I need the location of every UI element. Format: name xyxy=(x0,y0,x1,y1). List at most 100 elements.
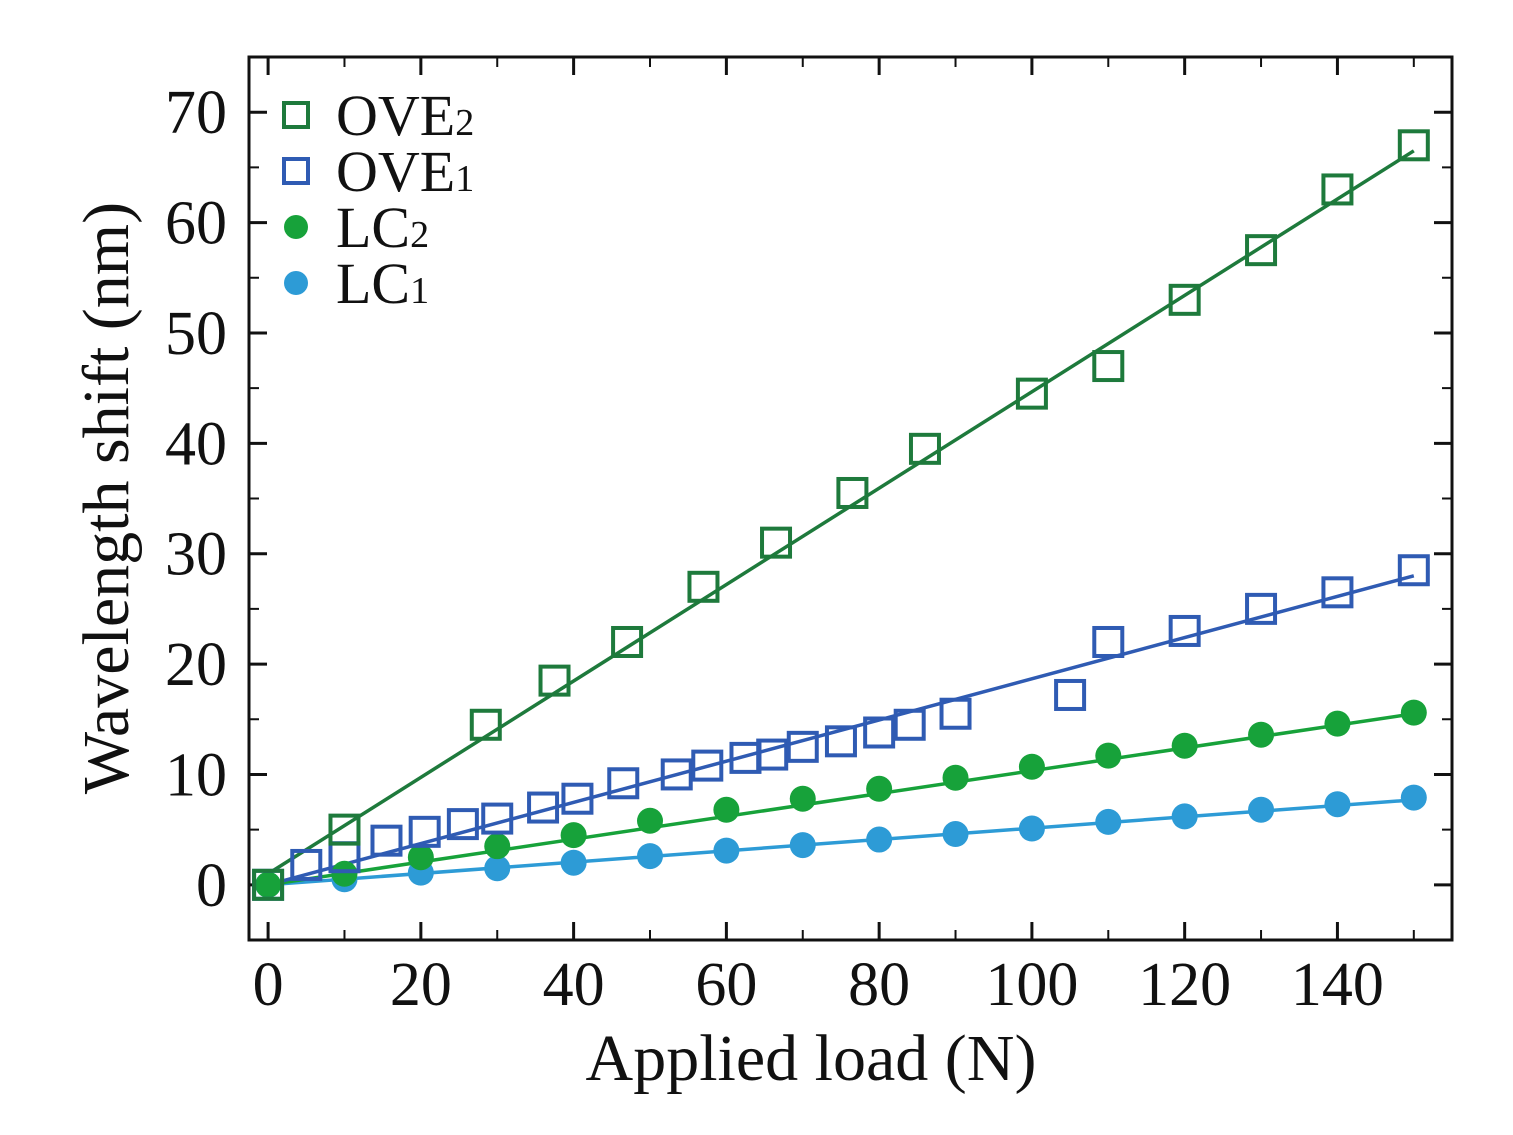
x-tick-label: 120 xyxy=(1138,951,1231,1019)
data-point-ove1 xyxy=(370,824,403,857)
data-point-lc1 xyxy=(866,826,893,853)
data-point-ove2 xyxy=(1168,283,1201,316)
y-tick-label: 20 xyxy=(165,631,227,699)
data-point-ove1 xyxy=(1092,625,1125,658)
data-point-ove2 xyxy=(687,570,720,603)
legend-marker-ove2 xyxy=(282,101,310,129)
data-point-ove1 xyxy=(691,749,724,782)
data-point-ove2 xyxy=(1092,350,1125,383)
data-point-lc1 xyxy=(789,832,816,859)
data-point-lc2 xyxy=(1095,742,1122,769)
legend-subscript-lc2: 2 xyxy=(410,214,429,256)
data-point-ove2 xyxy=(1245,234,1278,267)
data-point-lc1 xyxy=(1400,784,1427,811)
data-point-ove2 xyxy=(1321,173,1354,206)
x-axis-title: Applied load (N) xyxy=(586,1022,1037,1095)
data-point-ove1 xyxy=(1054,678,1087,711)
data-point-ove2 xyxy=(252,868,285,901)
data-point-lc1 xyxy=(713,837,740,864)
fit-line-lc1 xyxy=(267,798,1414,887)
legend-label-ove1: OVE1 xyxy=(336,139,474,204)
legend-marker-lc1 xyxy=(284,271,308,295)
data-point-lc2 xyxy=(866,775,893,802)
data-point-ove1 xyxy=(408,815,441,848)
data-points xyxy=(252,129,1430,901)
data-point-ove1 xyxy=(607,767,640,800)
plot-area xyxy=(247,55,1454,942)
data-point-lc2 xyxy=(637,807,663,834)
data-point-lc1 xyxy=(1095,808,1122,835)
data-point-ove2 xyxy=(1397,129,1430,162)
y-axis-title: Wavelength shift (nm) xyxy=(70,202,143,794)
data-point-ove2 xyxy=(469,708,502,741)
y-tick-label: 0 xyxy=(196,852,227,920)
data-point-ove1 xyxy=(1245,592,1278,625)
data-point-lc2 xyxy=(1324,710,1351,737)
data-point-ove1 xyxy=(527,791,560,824)
data-point-ove1 xyxy=(939,697,972,730)
data-point-ove1 xyxy=(1168,614,1201,647)
data-point-lc2 xyxy=(484,833,511,860)
y-tick-label: 30 xyxy=(165,521,227,589)
data-point-lc1 xyxy=(1324,791,1351,818)
data-point-ove1 xyxy=(863,716,896,749)
x-tick-label: 60 xyxy=(695,951,757,1019)
data-point-lc2 xyxy=(1018,753,1045,780)
data-point-lc1 xyxy=(942,821,969,848)
data-point-ove1 xyxy=(481,802,514,835)
data-point-lc2 xyxy=(407,844,434,871)
data-point-lc2 xyxy=(713,796,740,823)
data-point-lc1 xyxy=(484,855,511,882)
legend-subscript-ove2: 2 xyxy=(455,102,474,144)
fit-line-ove2 xyxy=(267,149,1415,876)
data-point-ove2 xyxy=(836,476,869,509)
data-point-ove1 xyxy=(290,848,323,881)
x-tick-label: 80 xyxy=(848,951,910,1019)
data-point-lc2 xyxy=(1171,732,1198,759)
y-tick-label: 10 xyxy=(165,741,227,809)
data-point-lc1 xyxy=(1018,815,1045,842)
fit-lines xyxy=(267,149,1415,887)
x-tick-label: 40 xyxy=(543,951,605,1019)
data-point-lc2 xyxy=(255,871,282,898)
legend-marker-ove1 xyxy=(282,157,310,185)
x-tick-label: 140 xyxy=(1291,951,1384,1019)
data-point-lc2 xyxy=(942,764,969,791)
data-point-ove2 xyxy=(328,813,361,846)
data-point-ove2 xyxy=(611,625,644,658)
data-point-ove2 xyxy=(760,526,793,559)
data-point-ove1 xyxy=(1321,576,1354,609)
y-tick-label: 50 xyxy=(165,300,227,368)
data-point-ove1 xyxy=(660,758,693,791)
data-point-ove1 xyxy=(893,708,926,741)
data-point-lc2 xyxy=(560,822,587,849)
data-point-ove1 xyxy=(1397,554,1430,587)
legend-marker-lc2 xyxy=(284,215,308,239)
data-point-lc2 xyxy=(331,860,358,887)
fit-line-ove1 xyxy=(267,574,1415,887)
y-tick-label: 60 xyxy=(165,190,227,258)
data-point-lc2 xyxy=(1400,699,1427,726)
data-point-ove1 xyxy=(756,738,789,771)
data-point-lc1 xyxy=(1248,796,1275,823)
data-point-lc1 xyxy=(637,843,663,870)
data-point-ove2 xyxy=(1015,377,1048,410)
data-point-ove2 xyxy=(908,432,941,465)
data-point-ove1 xyxy=(446,808,479,841)
x-tick-label: 100 xyxy=(985,951,1078,1019)
y-tick-label: 70 xyxy=(165,79,227,147)
legend-subscript-lc1: 1 xyxy=(410,270,429,312)
axis-ticks: 0 20 40 60 80 100 120 140 0 10 20 30 40 50 60 70 xyxy=(165,56,1452,1019)
y-tick-label: 40 xyxy=(165,410,227,478)
x-tick-label: 0 xyxy=(253,951,284,1019)
data-point-lc2 xyxy=(1248,721,1275,748)
data-point-ove2 xyxy=(538,664,571,697)
data-point-lc1 xyxy=(560,849,587,876)
data-point-ove1 xyxy=(824,725,857,758)
legend-subscript-ove1: 1 xyxy=(455,158,474,200)
legend-label-ove2: OVE2 xyxy=(336,83,474,148)
data-point-ove1 xyxy=(561,782,594,815)
data-point-lc2 xyxy=(789,785,816,812)
fit-line-lc2 xyxy=(267,712,1415,887)
